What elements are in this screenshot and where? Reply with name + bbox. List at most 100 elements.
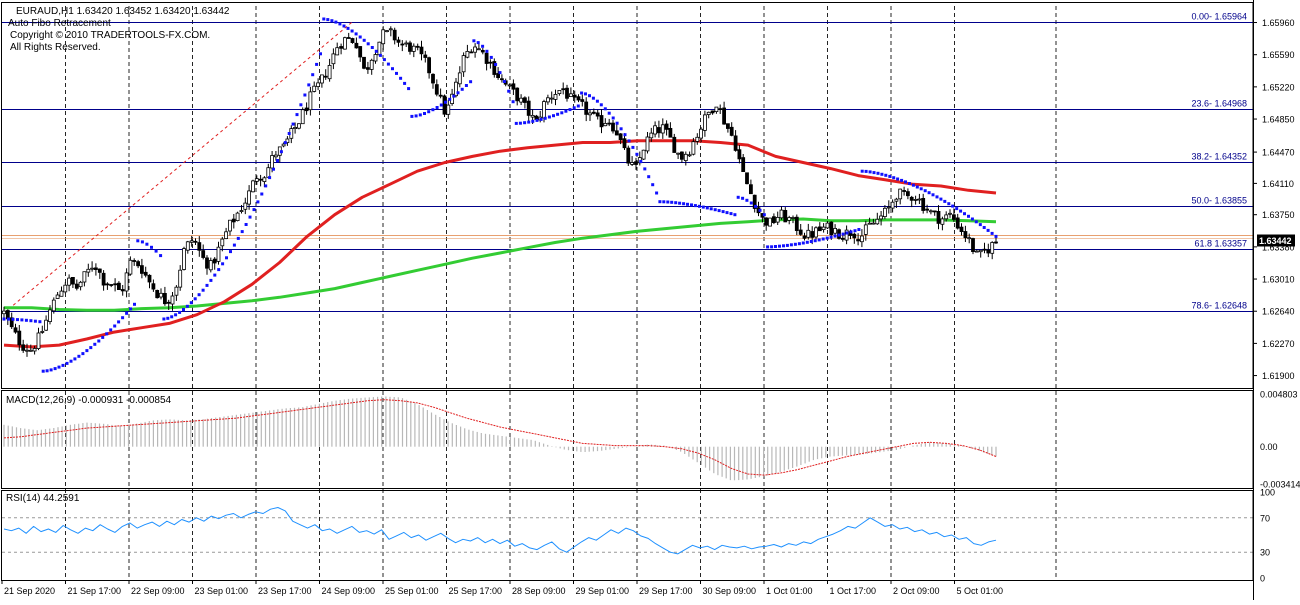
candle-body: [660, 124, 665, 134]
sar-dot: [178, 310, 182, 314]
candle-body: [82, 271, 87, 283]
sar-dot: [89, 346, 93, 350]
sar-dot: [229, 250, 232, 254]
sar-dot: [762, 213, 766, 217]
candle-body: [97, 268, 102, 273]
candle-body: [170, 295, 175, 305]
candle-body: [703, 114, 707, 131]
sar-dot: [801, 241, 805, 245]
sar-dot: [900, 178, 904, 182]
candle-body: [327, 65, 332, 80]
sar-dot: [853, 229, 857, 233]
candle-body: [890, 201, 895, 209]
candle-body: [886, 206, 891, 209]
candle-body: [427, 57, 432, 74]
time-tick-label: 24 Sep 09:00: [322, 586, 376, 596]
sar-dot: [511, 100, 515, 104]
candle-body: [335, 47, 340, 56]
sar-dot: [439, 103, 443, 107]
sar-dot: [982, 226, 986, 229]
price-tick-label: 1.65590: [1262, 50, 1295, 60]
candle-body: [67, 277, 71, 286]
sar-dot: [338, 22, 342, 26]
candle-body: [645, 136, 650, 152]
candle-body: [630, 162, 634, 165]
candle-body: [607, 122, 612, 125]
sar-dot: [833, 234, 837, 238]
candle-body: [155, 289, 160, 299]
candle-body: [591, 111, 596, 114]
sar-dot: [370, 46, 374, 49]
candle-body: [499, 78, 504, 81]
candle-body: [871, 222, 876, 225]
rsi-line: [3, 507, 997, 555]
candle-body: [902, 190, 906, 192]
candle-body: [733, 135, 738, 151]
sar-dot: [481, 44, 485, 48]
sar-dot: [805, 240, 809, 244]
candle-body: [109, 284, 114, 286]
candle-body: [174, 286, 179, 296]
candle-body: [304, 107, 309, 112]
sar-dot: [774, 245, 777, 248]
candle-body: [151, 283, 156, 290]
sar-dot: [435, 106, 439, 109]
sar-dot: [736, 195, 740, 199]
candle-body: [308, 91, 313, 111]
sar-dot: [311, 73, 315, 77]
candle-body: [653, 125, 657, 135]
sar-dot: [45, 369, 49, 373]
time-tick-label: 28 Sep 09:00: [512, 586, 566, 596]
candle-body: [783, 209, 788, 223]
candle-body: [860, 235, 864, 243]
sar-dot: [85, 349, 89, 353]
sar-dot: [121, 316, 125, 320]
candle-body: [120, 289, 125, 292]
sar-dot: [2, 317, 6, 321]
time-tick-label: 29 Sep 01:00: [576, 586, 630, 596]
candle-body: [614, 130, 619, 136]
sar-dot: [766, 245, 770, 249]
candle-body: [496, 73, 501, 78]
candle-body: [86, 268, 91, 273]
sar-dot: [619, 127, 623, 131]
candle-body: [741, 157, 746, 173]
sar-dot: [721, 210, 725, 214]
candle-body: [346, 37, 351, 39]
candle-body: [546, 97, 550, 103]
candle-body: [940, 218, 945, 225]
candle-body: [672, 136, 677, 153]
macd-panel: [3, 396, 997, 481]
sar-dot: [125, 311, 129, 315]
candle-body: [254, 178, 259, 182]
candle-body: [683, 153, 688, 162]
sar-dot: [303, 93, 307, 97]
candle-body: [641, 149, 646, 160]
candle-body: [36, 332, 41, 350]
sar-dot: [395, 71, 398, 75]
candle-body: [729, 126, 734, 136]
candle-body: [300, 109, 305, 125]
candle-body: [201, 250, 206, 258]
sar-dot: [73, 357, 77, 361]
candle-body: [867, 222, 872, 225]
candle-body: [626, 147, 631, 164]
candle-body: [319, 74, 324, 84]
candle-body: [316, 82, 321, 88]
candle-body: [549, 97, 554, 100]
current-price-label: 1.63442: [1259, 236, 1292, 246]
price-tick-label: 1.65960: [1262, 18, 1295, 28]
sar-dot: [391, 67, 394, 71]
sar-dot: [725, 211, 729, 215]
sar-dot: [494, 63, 498, 66]
sar-dot: [729, 212, 733, 216]
candle-body: [553, 94, 558, 100]
time-tick-label: 21 Sep 2020: [4, 586, 55, 596]
candle-body: [726, 123, 730, 129]
sar-dot: [793, 242, 797, 246]
fibo-level-label: 61.8 1.63357: [1194, 239, 1247, 249]
candle-body: [840, 237, 845, 240]
sar-dot: [166, 316, 170, 320]
sar-dot: [41, 369, 45, 373]
sar-dot: [986, 228, 990, 232]
